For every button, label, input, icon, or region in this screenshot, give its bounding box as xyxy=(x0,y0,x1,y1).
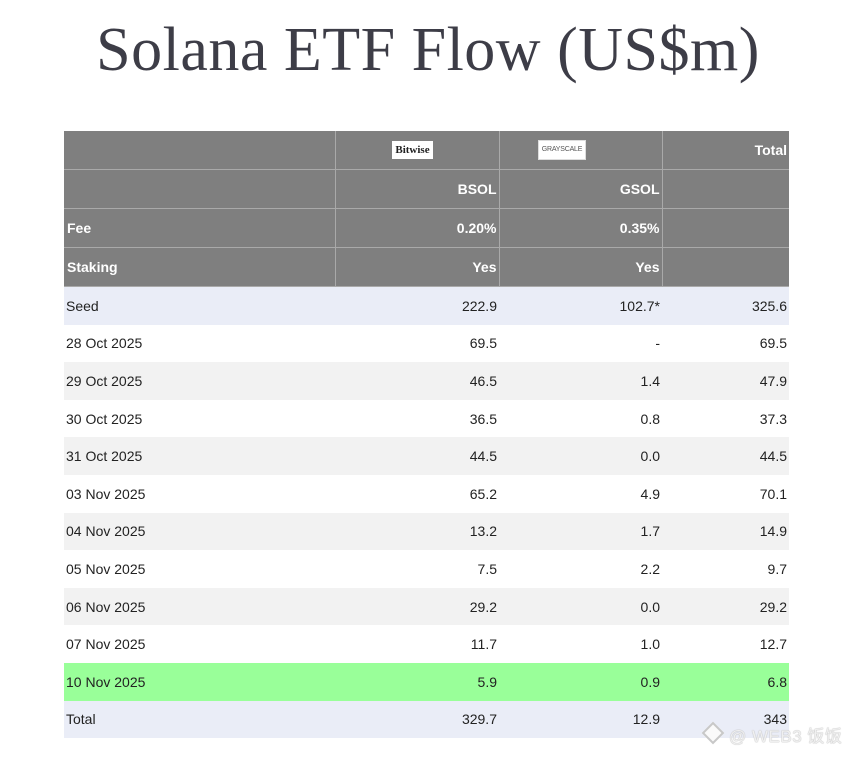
bitwise-logo: Bitwise xyxy=(392,141,433,160)
cell-total: 44.5 xyxy=(662,437,789,475)
staking-total-cell xyxy=(662,247,789,287)
cell-gsol: 0.0 xyxy=(499,437,662,475)
watermark-icon xyxy=(701,721,725,745)
cell-bsol: 222.9 xyxy=(335,286,499,325)
total-row: Total 329.7 12.9 343 xyxy=(64,700,789,739)
cell-label: 07 Nov 2025 xyxy=(64,625,335,663)
cell-label: 30 Oct 2025 xyxy=(64,399,335,438)
watermark-text: @ WEB3 饭饭 xyxy=(729,727,843,746)
watermark: @ WEB3 饭饭 xyxy=(701,721,843,747)
table-row: 07 Nov 2025 11.7 1.0 12.7 xyxy=(64,625,789,663)
cell-label: 28 Oct 2025 xyxy=(64,324,335,363)
table-row: 06 Nov 2025 29.2 0.0 29.2 xyxy=(64,587,789,626)
cell-gsol: 2.2 xyxy=(499,550,662,588)
cell-total: 6.8 xyxy=(662,662,789,701)
ticker-total-cell xyxy=(662,169,789,209)
header-row-staking: Staking Yes Yes xyxy=(64,247,789,287)
header-row-tickers: BSOL GSOL xyxy=(64,169,789,209)
page-title: Solana ETF Flow (US$m) xyxy=(96,16,760,84)
header-corner-cell xyxy=(64,131,336,170)
cell-total: 37.3 xyxy=(662,399,789,438)
cell-total: 12.7 xyxy=(662,625,789,663)
cell-bsol: 329.7 xyxy=(335,700,499,739)
fee-label: Fee xyxy=(64,208,336,248)
total-column-header: Total xyxy=(662,131,789,170)
staking-label: Staking xyxy=(64,247,336,287)
table-row: 04 Nov 2025 13.2 1.7 14.9 xyxy=(64,512,789,551)
cell-bsol: 36.5 xyxy=(335,399,499,438)
cell-gsol: - xyxy=(499,324,662,363)
cell-label: 06 Nov 2025 xyxy=(64,587,335,626)
seed-row: Seed 222.9 102.7* 325.6 xyxy=(64,286,789,325)
cell-total: 14.9 xyxy=(662,512,789,551)
header-row-issuers: Bitwise GRAYSCALE Total xyxy=(64,131,789,170)
cell-total: 9.7 xyxy=(662,550,789,588)
table-row: 30 Oct 2025 36.5 0.8 37.3 xyxy=(64,399,789,438)
table-row: 05 Nov 2025 7.5 2.2 9.7 xyxy=(64,550,789,588)
cell-gsol: 4.9 xyxy=(499,474,662,513)
flow-rows: Seed 222.9 102.7* 325.6 28 Oct 2025 69.5-69.5… xyxy=(64,286,789,739)
ticker-bsol: BSOL xyxy=(335,169,500,209)
cell-gsol: 0.8 xyxy=(499,399,662,438)
cell-total: 47.9 xyxy=(662,362,789,400)
cell-bsol: 5.9 xyxy=(335,662,499,701)
ticker-gsol: GSOL xyxy=(499,169,663,209)
cell-gsol: 1.0 xyxy=(499,625,662,663)
cell-gsol: 0.9 xyxy=(499,662,662,701)
bitwise-logo-cell: Bitwise xyxy=(335,131,500,170)
cell-gsol: 1.4 xyxy=(499,362,662,400)
fee-bsol: 0.20% xyxy=(335,208,500,248)
cell-label: Total xyxy=(64,700,335,739)
cell-total: 29.2 xyxy=(662,587,789,626)
cell-gsol: 102.7* xyxy=(499,286,662,325)
cell-label: 31 Oct 2025 xyxy=(64,437,335,475)
cell-bsol: 46.5 xyxy=(335,362,499,400)
cell-label: Seed xyxy=(64,286,335,325)
table-row: 28 Oct 2025 69.5-69.5 xyxy=(64,324,789,363)
cell-label: 10 Nov 2025 xyxy=(64,662,335,701)
cell-bsol: 13.2 xyxy=(335,512,499,551)
fee-gsol: 0.35% xyxy=(499,208,663,248)
cell-bsol: 44.5 xyxy=(335,437,499,475)
cell-total: 69.5 xyxy=(662,324,789,363)
staking-gsol: Yes xyxy=(499,247,663,287)
cell-bsol: 11.7 xyxy=(335,625,499,663)
cell-bsol: 65.2 xyxy=(335,474,499,513)
table-row: 03 Nov 2025 65.2 4.9 70.1 xyxy=(64,474,789,513)
grayscale-logo: GRAYSCALE xyxy=(537,140,587,160)
cell-total: 343 xyxy=(662,700,789,739)
cell-gsol: 12.9 xyxy=(499,700,662,739)
fee-total-cell xyxy=(662,208,789,248)
cell-label: 05 Nov 2025 xyxy=(64,550,335,588)
table-row: 10 Nov 2025 5.9 0.9 6.8 xyxy=(64,662,789,701)
cell-bsol: 29.2 xyxy=(335,587,499,626)
cell-label: 04 Nov 2025 xyxy=(64,512,335,551)
cell-total: 70.1 xyxy=(662,474,789,513)
cell-gsol: 1.7 xyxy=(499,512,662,551)
grayscale-logo-cell: GRAYSCALE xyxy=(499,131,663,170)
ticker-label-cell xyxy=(64,169,336,209)
cell-gsol: 0.0 xyxy=(499,587,662,626)
table-row: 29 Oct 2025 46.5 1.4 47.9 xyxy=(64,362,789,400)
table-row: 31 Oct 2025 44.5 0.0 44.5 xyxy=(64,437,789,475)
cell-bsol: 69.5 xyxy=(335,324,499,363)
cell-bsol: 7.5 xyxy=(335,550,499,588)
cell-label: 03 Nov 2025 xyxy=(64,474,335,513)
etf-flow-table: Bitwise GRAYSCALE Total BSOL GSOL Fee 0.… xyxy=(64,131,789,739)
cell-label: 29 Oct 2025 xyxy=(64,362,335,400)
header-row-fee: Fee 0.20% 0.35% xyxy=(64,208,789,248)
cell-total: 325.6 xyxy=(662,286,789,325)
staking-bsol: Yes xyxy=(335,247,500,287)
